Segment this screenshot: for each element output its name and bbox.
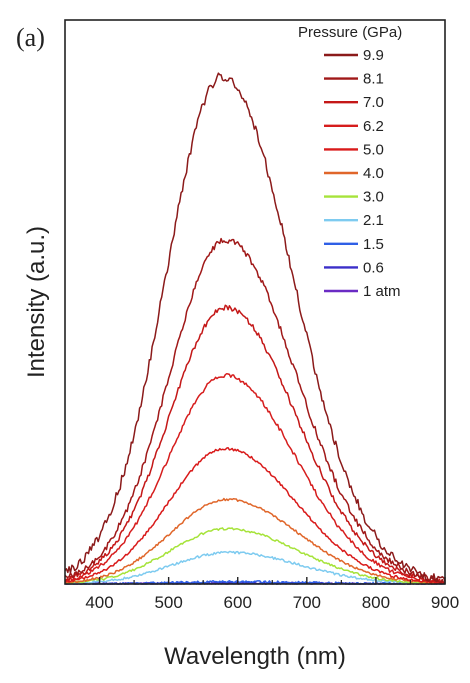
x-tick-label-400: 400 (85, 593, 113, 612)
legend-label-9.9: 9.9 (363, 47, 384, 64)
legend-title: Pressure (GPa) (298, 24, 402, 41)
series-line-6.2 (64, 372, 446, 585)
series-line-7.0 (64, 304, 446, 585)
legend-label-1.5: 1.5 (363, 236, 384, 253)
plot-frame (64, 19, 446, 585)
legend-label-1-atm: 1 atm (363, 283, 401, 300)
series-line-9.9 (64, 72, 446, 583)
legend-label-0.6: 0.6 (363, 259, 384, 276)
series-line-5.0 (64, 446, 446, 585)
legend-label-2.1: 2.1 (363, 212, 384, 229)
legend-label-6.2: 6.2 (363, 118, 384, 135)
series-line-4.0 (64, 497, 446, 585)
x-axis-label: Wavelength (nm) (164, 643, 346, 670)
x-tick-label-700: 700 (293, 593, 321, 612)
legend-label-3.0: 3.0 (363, 189, 384, 206)
legend-label-5.0: 5.0 (363, 141, 384, 158)
legend: 9.9 8.1 7.0 6.2 5.0 4.0 3.0 2.1 1.5 0.6 1 atm (324, 47, 401, 300)
x-tick-label-500: 500 (154, 593, 182, 612)
x-tick-label-600: 600 (224, 593, 252, 612)
x-tick-label-900: 900 (431, 593, 459, 612)
legend-label-7.0: 7.0 (363, 94, 384, 111)
x-tick-label-800: 800 (362, 593, 390, 612)
plot-curves (64, 72, 446, 585)
x-axis: 400 500 600 700 800 900 (85, 577, 459, 612)
y-axis-label: Intensity (a.u.) (23, 226, 50, 378)
legend-label-8.1: 8.1 (363, 71, 384, 88)
series-line-2.1 (64, 550, 445, 585)
series-line-3.0 (64, 527, 446, 585)
legend-label-4.0: 4.0 (363, 165, 384, 182)
panel-label: (a) (16, 23, 45, 52)
series-line-8.1 (64, 237, 446, 585)
